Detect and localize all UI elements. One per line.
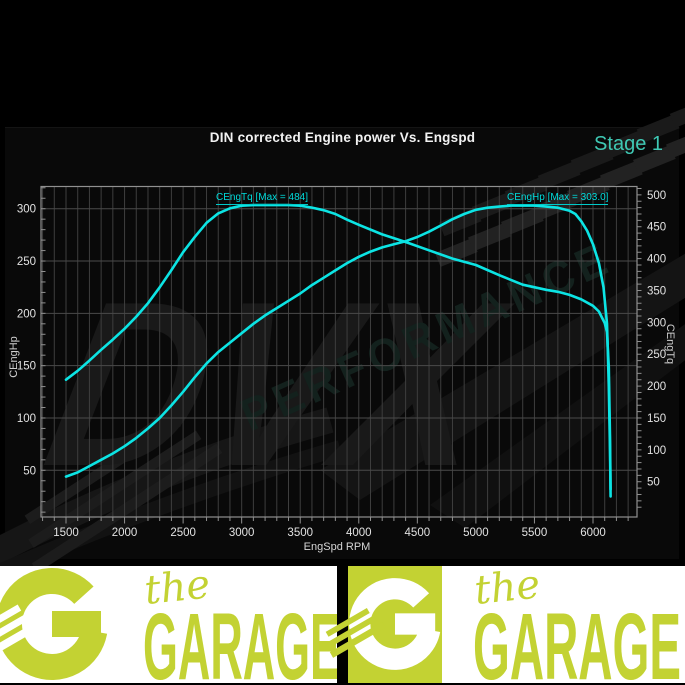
banner-script-label: the <box>472 566 542 614</box>
right-axis-title: CEngTq <box>664 323 676 365</box>
left-axis-title: CEngHp <box>8 336 20 378</box>
page-title: DIN corrected Engine power Vs. Engspd <box>209 130 476 145</box>
banner-script-label: the <box>142 566 212 614</box>
torque-max-annotation: CEngTq [Max = 484] <box>216 192 308 205</box>
banner-main-label: GARAGE <box>473 594 681 683</box>
garage-banner-art: the GARAGE the GARAGE <box>0 566 685 683</box>
garage-banner: the GARAGE the GARAGE <box>0 566 685 683</box>
garage-g-logo <box>0 568 108 680</box>
x-axis-title: EngSpd RPM <box>303 541 371 553</box>
stage-badge: Stage 1 <box>594 133 663 155</box>
wrench-stripes <box>325 608 386 658</box>
power-max-annotation: CEngHp [Max = 303.0] <box>507 192 609 205</box>
wrench-stripes <box>0 604 41 666</box>
banner-main-label: GARAGE <box>143 594 340 683</box>
garage-g-logo-inverted <box>325 578 441 670</box>
